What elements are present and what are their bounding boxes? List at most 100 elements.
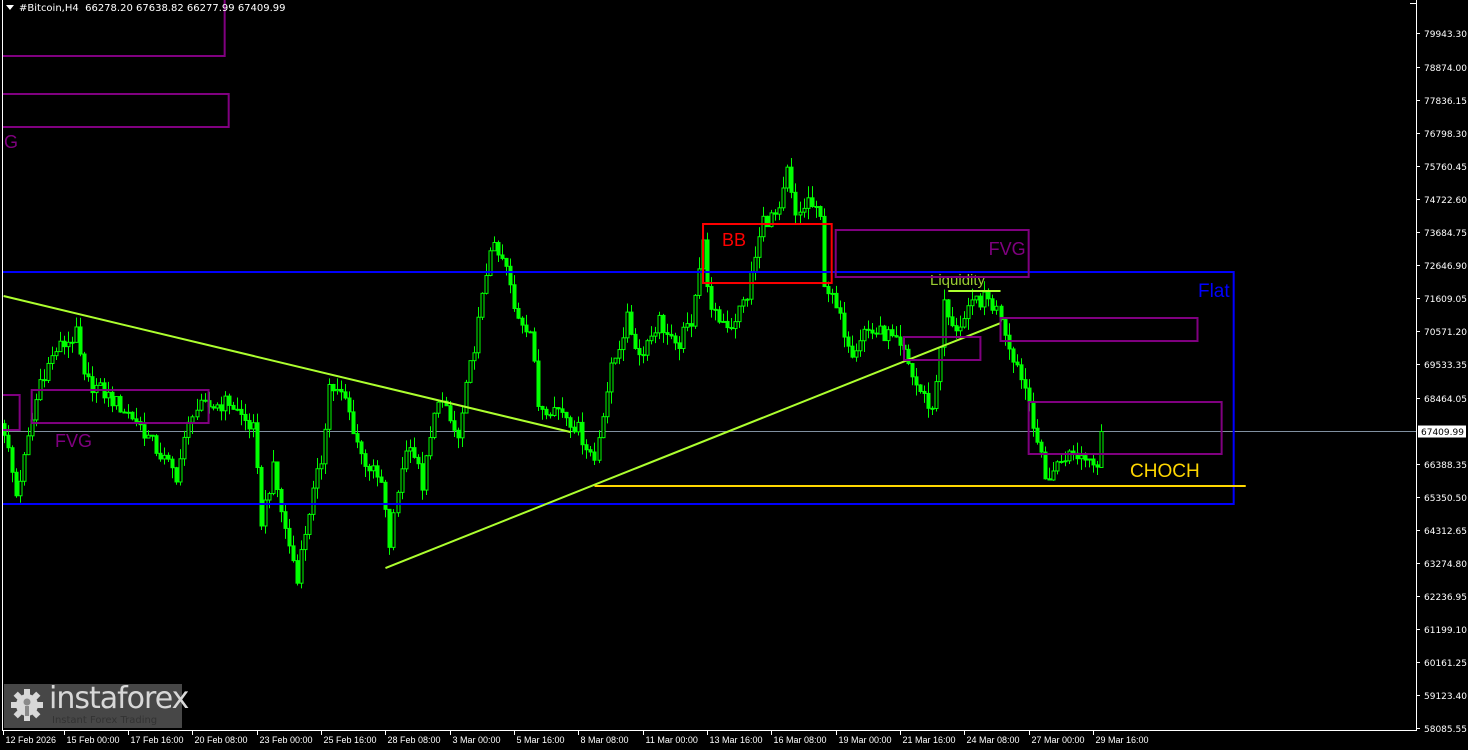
candle-body <box>46 362 51 381</box>
candle-body <box>351 411 356 435</box>
candle-body <box>862 328 867 342</box>
candle-body <box>709 286 714 310</box>
candle-body <box>890 329 895 337</box>
candle-body <box>1099 431 1104 469</box>
candle-body <box>769 212 774 228</box>
candle-body <box>74 326 79 343</box>
candle-body <box>914 376 919 386</box>
candle-body <box>789 166 794 193</box>
candle-body <box>834 292 839 309</box>
candle-body <box>343 391 348 399</box>
candle-body <box>86 373 91 378</box>
candle-body <box>42 379 47 382</box>
candle-body <box>773 212 778 215</box>
candle-body <box>367 465 372 472</box>
fvg-zone <box>3 0 226 57</box>
x-tick-label: 23 Feb 00:00 <box>260 735 313 745</box>
candle-body <box>597 437 602 461</box>
candle-body <box>50 355 55 364</box>
candle-body <box>251 422 256 430</box>
x-tick-label: 8 Mar 08:00 <box>581 735 629 745</box>
candle-body <box>456 429 461 439</box>
candle-body <box>359 441 364 455</box>
candle-body <box>958 326 963 332</box>
candle-body <box>26 435 31 456</box>
candle-body <box>480 292 485 318</box>
candle-body <box>528 331 533 334</box>
y-tick-label: 71609.05 <box>1424 295 1467 305</box>
candle-body <box>894 335 899 338</box>
candle-body <box>930 407 935 410</box>
candle-body <box>621 337 626 351</box>
fvg-zone <box>834 229 1030 279</box>
candle-body <box>757 236 762 258</box>
candle-body <box>552 407 557 416</box>
x-tick-label: 11 Mar 00:00 <box>646 735 698 745</box>
candle-body <box>299 549 304 584</box>
candle-body <box>327 383 332 430</box>
candle-body <box>259 466 264 527</box>
candle-body <box>174 467 179 483</box>
fvg-label: FVG <box>55 431 92 451</box>
candle-body <box>400 468 405 493</box>
candle-body <box>1055 461 1060 472</box>
candle-body <box>496 242 501 256</box>
y-tick-label: 72646.90 <box>1424 262 1467 272</box>
collapse-triangle-icon[interactable] <box>6 5 14 10</box>
candle-body <box>14 471 19 497</box>
candle-body <box>653 332 658 337</box>
candle-body <box>725 320 730 329</box>
candle-body <box>693 294 698 327</box>
candle-body <box>942 299 947 348</box>
candle-body <box>476 316 481 354</box>
y-tick-label: 79943.30 <box>1424 30 1467 40</box>
candle-body <box>1091 458 1096 466</box>
candle-body <box>870 329 875 334</box>
y-tick-label: 70571.20 <box>1424 328 1467 338</box>
candle-body <box>950 316 955 327</box>
candle-body <box>94 384 99 394</box>
candle-body <box>162 454 167 460</box>
candle-body <box>126 411 131 414</box>
candle-body <box>918 384 923 392</box>
candle-body <box>291 545 296 562</box>
candle-body <box>1071 450 1076 454</box>
watermark-brand: instaforex <box>49 681 189 716</box>
fvg-zone <box>999 317 1199 343</box>
candle-body <box>66 341 71 348</box>
candle-body <box>404 450 409 470</box>
candle-body <box>1059 461 1064 464</box>
y-tick-label: 73684.75 <box>1424 229 1467 239</box>
x-tick-label: 21 Mar 16:00 <box>903 735 956 745</box>
candle-body <box>391 512 396 548</box>
candle-body <box>649 335 654 342</box>
candle-body <box>681 326 686 350</box>
candle-body <box>645 340 650 356</box>
candle-body <box>745 298 750 301</box>
y-tick-label: 66388.35 <box>1424 461 1467 471</box>
x-tick-label: 27 Mar 00:00 <box>1032 735 1085 745</box>
fvg-zone <box>30 389 210 425</box>
candle-body <box>721 320 726 323</box>
candle-body <box>629 311 634 335</box>
candle-body <box>532 331 537 362</box>
candle-body <box>118 396 123 413</box>
candle-body <box>617 349 622 359</box>
candle-body <box>464 381 469 414</box>
candle-body <box>195 409 200 418</box>
candle-body <box>492 242 497 252</box>
candle-body <box>810 197 815 207</box>
candle-body <box>765 215 770 228</box>
candle-body <box>548 414 553 417</box>
candle-body <box>858 340 863 352</box>
candle-body <box>609 362 614 393</box>
candle-body <box>122 411 127 414</box>
candle-body <box>34 399 39 421</box>
candle-body <box>729 327 734 330</box>
candle-body <box>637 347 642 356</box>
fvg-zone <box>3 92 230 128</box>
candle-body <box>798 211 803 216</box>
fvg-label: FVG <box>989 239 1026 259</box>
